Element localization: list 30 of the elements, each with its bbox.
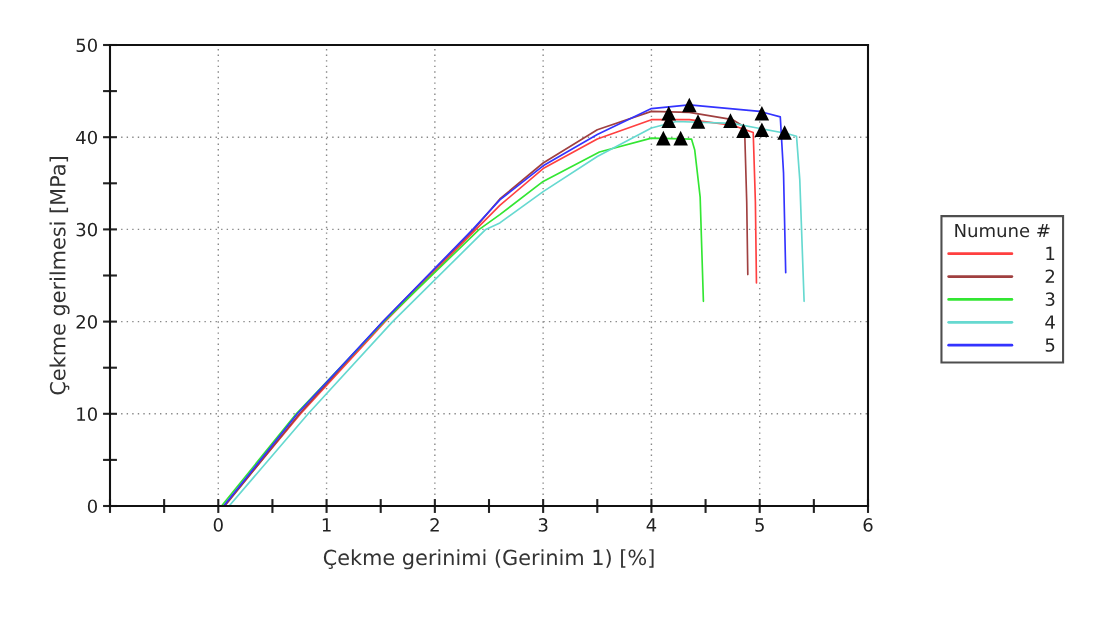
x-tick-label: 1 <box>322 518 331 532</box>
y-tick-label: 20 <box>76 315 97 329</box>
x-tick-label: 6 <box>863 518 873 532</box>
point <box>736 123 751 139</box>
point <box>690 114 706 129</box>
y-tick-label: 40 <box>76 130 97 145</box>
legend-label: 3 <box>1045 292 1055 307</box>
point <box>656 130 671 146</box>
x-axis-title: Çekme gerinimi (Gerinim 1) [%] <box>323 549 654 570</box>
y-tick-label: 0 <box>87 499 97 514</box>
legend-label: 4 <box>1045 315 1055 329</box>
point <box>673 130 688 146</box>
point <box>682 97 697 113</box>
y-tick-label: 30 <box>76 222 97 237</box>
point <box>754 105 770 121</box>
x-tick-label: 4 <box>646 518 657 532</box>
point <box>777 125 792 140</box>
legend-label: 5 <box>1045 338 1055 352</box>
x-tick-label: 5 <box>755 518 764 532</box>
legend-label: 1 <box>1046 246 1055 260</box>
y-tick-label: 10 <box>77 407 97 421</box>
point <box>723 113 738 128</box>
x-tick-label: 3 <box>538 518 548 532</box>
legend-label: 2 <box>1045 269 1055 283</box>
x-tick-label: 2 <box>430 518 439 532</box>
y-axis-title: Çekme gerilmesi [MPa] <box>49 157 70 395</box>
x-tick-label: 0 <box>213 518 223 532</box>
point <box>754 122 770 138</box>
legend-title: Numune # <box>955 223 1050 238</box>
y-tick-label: 50 <box>76 38 97 53</box>
